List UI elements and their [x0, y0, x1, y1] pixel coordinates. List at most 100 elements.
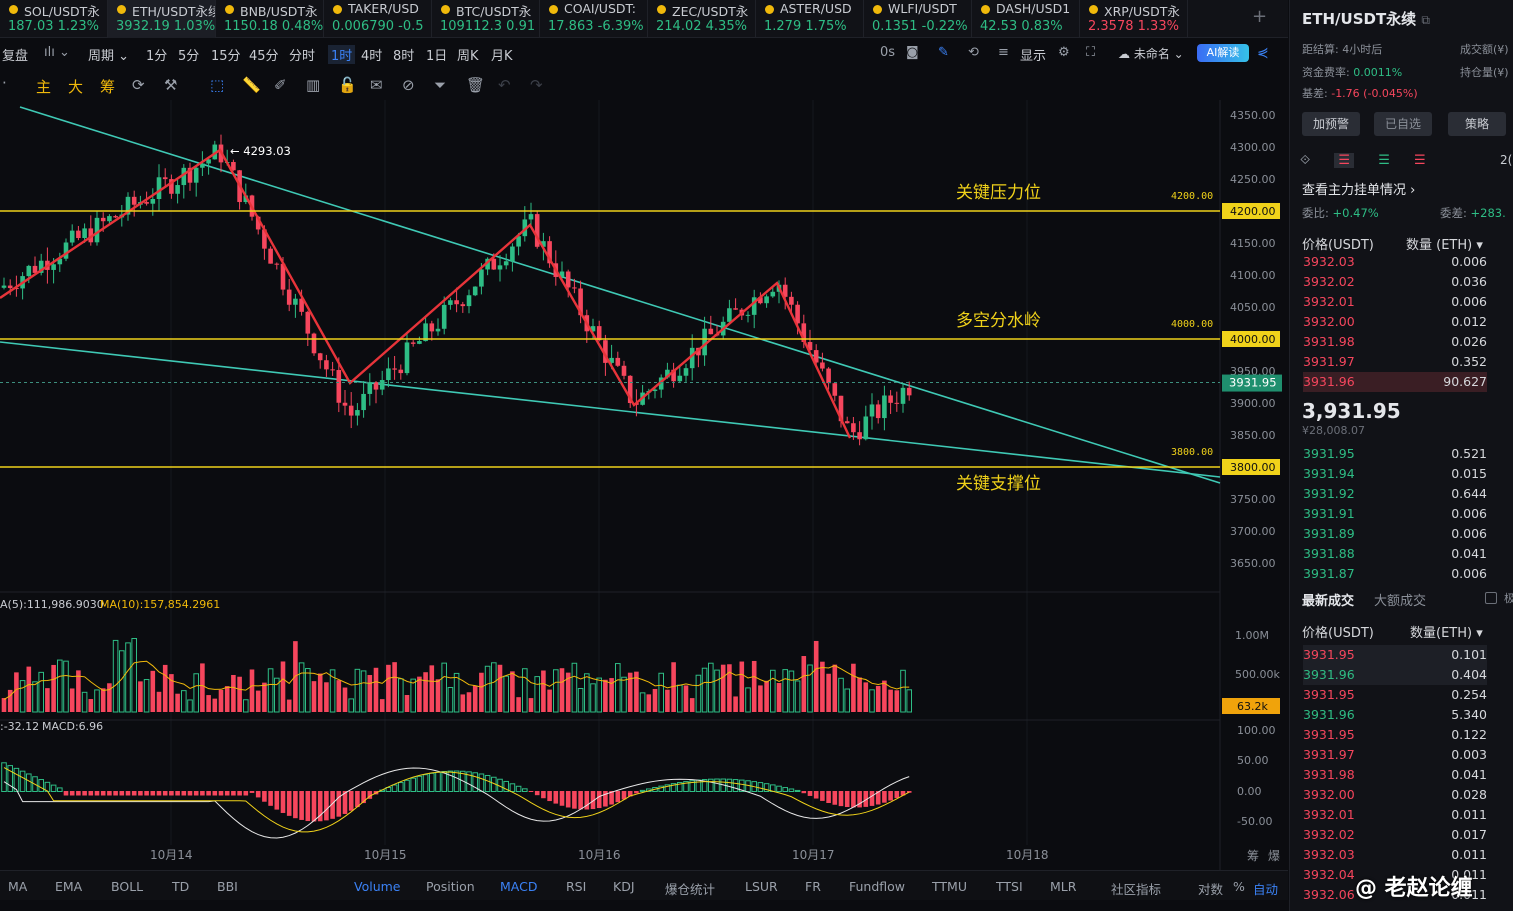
period-dropdown[interactable]: 周期 ⌄ — [88, 49, 130, 64]
add-alert-button[interactable]: 加预警 — [1302, 112, 1360, 136]
trade-row[interactable]: 3932.03 0.011 — [1303, 847, 1487, 862]
indicator-tab[interactable]: BOLL — [111, 879, 144, 894]
interval-5[interactable]: 1时 — [328, 45, 356, 64]
indicator-tab[interactable]: Fundflow — [849, 879, 906, 894]
order-book-row[interactable]: 3931.95 0.521 — [1303, 446, 1487, 461]
trades-filter-checkbox[interactable] — [1485, 592, 1497, 604]
ticker-tab[interactable]: ETH/USDT永续 3932.19 1.03% — [108, 0, 216, 38]
interval-2[interactable]: 15分 — [211, 49, 241, 64]
tool-icon[interactable]: ⚒ — [164, 76, 178, 94]
main-orders-link[interactable]: 查看主力挂单情况 › — [1302, 183, 1416, 198]
trade-row[interactable]: 3931.95 0.254 — [1303, 687, 1487, 702]
chip-indicator-toggle[interactable]: 筹 — [100, 78, 116, 96]
depth-precision[interactable]: 2( — [1500, 153, 1513, 167]
camera-icon[interactable]: ◙ — [906, 45, 919, 60]
indicator-tab[interactable]: Volume — [354, 879, 401, 894]
order-book-row[interactable]: 3931.92 0.644 — [1303, 486, 1487, 501]
ticker-tab[interactable]: SOL/USDT永 187.03 1.23% — [0, 0, 108, 38]
interval-6[interactable]: 4时 — [361, 49, 383, 64]
interval-10[interactable]: 月K — [491, 49, 513, 64]
interval-0[interactable]: 1分 — [146, 49, 168, 64]
indicator-tab[interactable]: TTSI — [996, 879, 1023, 894]
menu-dot-icon[interactable]: · — [2, 74, 7, 92]
indicator-tab[interactable]: EMA — [55, 879, 83, 894]
ob-qty-header[interactable]: 数量 (ETH) ▾ — [1406, 238, 1483, 253]
trade-row[interactable]: 3931.95 0.101 — [1303, 645, 1487, 665]
interval-1[interactable]: 5分 — [178, 49, 200, 64]
ticker-tab[interactable]: COAI/USDT: 17.863 -6.39% — [540, 0, 648, 38]
indicator-tab[interactable]: 社区指标 — [1111, 882, 1162, 897]
note-icon[interactable]: ✉ — [370, 76, 383, 94]
indicator-tab[interactable]: 爆仓统计 — [665, 882, 716, 897]
display-button[interactable]: 显示 — [1020, 49, 1047, 64]
indicator-tab[interactable]: TTMU — [932, 879, 967, 894]
fullscreen-icon[interactable]: ⛶ — [1086, 45, 1096, 60]
big-indicator-toggle[interactable]: 大 — [68, 78, 84, 96]
interval-9[interactable]: 周K — [457, 49, 479, 64]
layout-dropdown[interactable]: ☁ 未命名 ⌄ — [1118, 47, 1184, 61]
trade-row[interactable]: 3932.00 0.028 — [1303, 787, 1487, 802]
indicator-tab[interactable]: MLR — [1050, 879, 1077, 894]
order-book-row[interactable]: 3931.87 0.006 — [1303, 566, 1487, 581]
order-book-row[interactable]: 3931.91 0.006 — [1303, 506, 1487, 521]
filter-icon[interactable]: ⏷ — [434, 76, 447, 94]
order-book-row[interactable]: 3931.94 0.015 — [1303, 466, 1487, 481]
trade-row[interactable]: 3932.06 0.011 — [1303, 887, 1487, 902]
indicator-tab[interactable]: MACD — [500, 879, 538, 894]
interval-8[interactable]: 1日 — [426, 49, 448, 64]
strategy-button[interactable]: 策略 — [1448, 112, 1506, 136]
trash-icon[interactable]: 🗑 — [466, 76, 486, 94]
lock-icon[interactable]: 🔓 — [338, 76, 357, 94]
indicator-tab[interactable]: 对数 — [1198, 882, 1224, 897]
order-book-row[interactable]: 3931.96 90.627 — [1303, 372, 1487, 392]
trades-qty-header[interactable]: 数量(ETH) ▾ — [1410, 626, 1483, 641]
undo-icon[interactable]: ⟲ — [968, 45, 979, 60]
refresh-icon[interactable]: ⟳ — [132, 76, 145, 94]
indicator-tab[interactable]: Position — [426, 879, 475, 894]
trade-row[interactable]: 3932.02 0.017 — [1303, 827, 1487, 842]
list-icon[interactable]: ≡ — [998, 45, 1009, 60]
interval-4[interactable]: 分时 — [289, 49, 316, 64]
add-ticker-icon[interactable]: + — [1252, 6, 1268, 27]
redo-arrow-icon[interactable]: ↷ — [530, 76, 543, 94]
favorited-button[interactable]: 已自选 — [1374, 112, 1432, 136]
indicator-tab[interactable]: TD — [172, 879, 190, 894]
order-book-row[interactable]: 3932.00 0.012 — [1303, 314, 1487, 329]
indicator-tab[interactable]: RSI — [566, 879, 587, 894]
brush-icon[interactable]: ✐ — [274, 76, 287, 94]
ticker-tab[interactable]: ZEC/USDT永 214.02 4.35% — [648, 0, 756, 38]
tab-latest-trades[interactable]: 最新成交 — [1302, 594, 1355, 609]
ticker-tab[interactable]: ASTER/USD 1.279 1.75% — [756, 0, 864, 38]
ticker-tab[interactable]: BNB/USDT永 1150.18 0.48% — [216, 0, 324, 38]
ticker-tab[interactable]: BTC/USDT永 109112.3 0.91 — [432, 0, 540, 38]
indicator-tab[interactable]: % — [1233, 879, 1245, 894]
replay-button[interactable]: 复盘 — [2, 49, 29, 64]
order-book-row[interactable]: 3932.01 0.006 — [1303, 294, 1487, 309]
order-book-row[interactable]: 3932.03 0.006 — [1303, 254, 1487, 269]
indicator-tab[interactable]: 自动 — [1253, 882, 1279, 897]
indicator-tab[interactable]: FR — [805, 879, 821, 894]
tab-big-trades[interactable]: 大额成交 — [1374, 594, 1427, 609]
trade-row[interactable]: 3931.97 0.003 — [1303, 747, 1487, 762]
share-icon[interactable]: ⋞ — [1257, 45, 1269, 61]
order-book-row[interactable]: 3931.89 0.006 — [1303, 526, 1487, 541]
trade-row[interactable]: 3931.96 5.340 — [1303, 707, 1487, 722]
bars-icon[interactable]: ▥ — [306, 76, 321, 94]
order-book-row[interactable]: 3931.98 0.026 — [1303, 334, 1487, 349]
depth-view-icons[interactable]: ⟐ ☰ ☰ ☰ — [1300, 153, 1426, 168]
ruler-icon[interactable]: 📏 — [242, 76, 261, 94]
interval-7[interactable]: 8时 — [393, 49, 415, 64]
order-book-row[interactable]: 3932.02 0.036 — [1303, 274, 1487, 289]
trade-row[interactable]: 3931.95 0.122 — [1303, 727, 1487, 742]
trade-row[interactable]: 3931.98 0.041 — [1303, 767, 1487, 782]
interval-3[interactable]: 45分 — [249, 49, 279, 64]
chart-type-icon[interactable]: ılı ⌄ — [44, 45, 70, 60]
main-indicator-toggle[interactable]: 主 — [36, 78, 52, 96]
trade-row[interactable]: 3932.04 0.011 — [1303, 867, 1487, 882]
indicator-tab[interactable]: LSUR — [745, 879, 778, 894]
order-book-row[interactable]: 3931.97 0.352 — [1303, 354, 1487, 369]
trade-row[interactable]: 3932.01 0.011 — [1303, 807, 1487, 822]
undo-arrow-icon[interactable]: ↶ — [498, 76, 511, 94]
ai-interpret-button[interactable]: AI解读 — [1197, 44, 1249, 62]
indicator-tab[interactable]: MA — [8, 879, 28, 894]
